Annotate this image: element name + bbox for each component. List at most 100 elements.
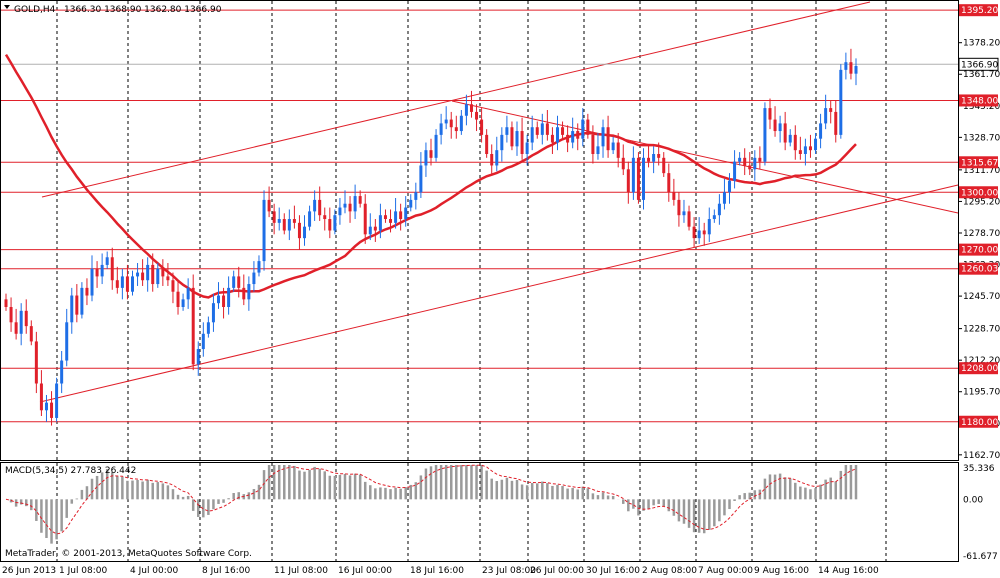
level-tag-label: 1348.00	[961, 96, 998, 106]
candle-body	[697, 230, 701, 239]
level-tag-label: 1180.00	[961, 418, 998, 428]
candle-body	[100, 264, 104, 277]
candle-body	[75, 295, 79, 315]
candle-body	[601, 127, 605, 147]
current-price-tag	[958, 57, 999, 71]
candle-body	[353, 196, 357, 212]
candle-body	[308, 211, 312, 227]
candle-body	[29, 326, 33, 342]
candle-body	[90, 268, 94, 296]
candle-body	[469, 104, 473, 112]
x-tick-label: 26 Jun 2013	[2, 566, 56, 576]
candle-body	[733, 161, 737, 181]
y-tick-label: 1162.70	[963, 451, 1000, 461]
candle-body	[758, 157, 762, 162]
candle-body	[303, 226, 307, 239]
candle-body	[717, 203, 721, 216]
candle-body	[136, 272, 140, 277]
candle-body	[530, 127, 534, 143]
candle-body	[151, 264, 155, 285]
candle-body	[262, 199, 266, 262]
candle-body	[211, 303, 215, 323]
candle-body	[702, 230, 706, 235]
candle-body	[232, 276, 236, 288]
candle-body	[748, 165, 752, 170]
candle-body	[849, 62, 853, 74]
candle-body	[237, 276, 241, 288]
x-tick-label: 16 Jul 00:00	[338, 566, 392, 576]
level-tag	[959, 415, 998, 428]
trendline[interactable]	[451, 100, 959, 214]
candle-body	[687, 211, 691, 227]
candle-body	[459, 115, 463, 132]
candle-body	[378, 215, 382, 231]
candle-body	[550, 134, 554, 143]
candle-body	[581, 119, 585, 139]
level-tag-label: 1208.00	[961, 364, 998, 374]
candle-body	[808, 146, 812, 151]
candle-body	[657, 154, 661, 158]
collapse-triangle-icon[interactable]	[4, 5, 10, 9]
candle-body	[606, 127, 610, 151]
candle-body	[328, 219, 332, 231]
candle-body	[272, 211, 276, 223]
candle-body	[520, 131, 524, 154]
y-tick-label: 1195.70	[963, 388, 1000, 398]
candle-body	[662, 157, 666, 174]
level-tag	[959, 94, 998, 107]
candlesticks	[4, 48, 858, 426]
level-tag-label: 1260.03	[961, 265, 998, 275]
candle-body	[217, 295, 220, 304]
candle-body	[176, 291, 180, 307]
candle-body	[282, 219, 286, 231]
trendline[interactable]	[41, 1, 871, 198]
candle-body	[70, 295, 74, 323]
candle-body	[728, 180, 732, 193]
candle-body	[631, 157, 635, 193]
candle-body	[500, 134, 504, 151]
candle-body	[743, 157, 747, 166]
candle-body	[292, 219, 296, 223]
candle-body	[181, 299, 185, 307]
level-tag	[959, 243, 998, 256]
copyright-text: MetaTrader, © 2001-2013, MetaQuotes Soft…	[5, 549, 252, 559]
time-axis: 26 Jun 2013 1 Jul 08:00 4 Jul 00:00 8 Jul 1…	[2, 566, 879, 576]
candle-body	[738, 157, 742, 162]
horizontal-levels	[1, 9, 958, 423]
x-tick-label: 7 Aug 00:00	[698, 566, 753, 576]
candle-body	[667, 173, 671, 193]
candle-body	[545, 123, 549, 135]
candle-body	[196, 349, 200, 365]
candle-body	[540, 123, 544, 135]
level-tag	[959, 156, 998, 169]
moving-average-line	[4, 53, 857, 299]
candle-body	[763, 108, 767, 162]
macd-axis: 35.336 0.00 -61.677	[963, 464, 998, 562]
candle-body	[642, 157, 645, 200]
x-tick-label: 4 Jul 00:00	[130, 566, 179, 576]
vertical-gridlines	[56, 1, 887, 561]
candle-body	[707, 219, 711, 235]
candle-body	[616, 142, 620, 158]
level-tag	[959, 262, 998, 275]
candle-body	[814, 138, 818, 151]
candle-body	[130, 276, 134, 292]
candle-body	[636, 157, 640, 200]
candle-body	[773, 119, 777, 132]
candle-body	[297, 222, 301, 239]
x-tick-label: 9 Aug 16:00	[754, 566, 809, 576]
candle-body	[267, 199, 271, 212]
candle-body	[854, 66, 858, 74]
candle-body	[803, 146, 807, 154]
level-tag-label: 1300.00	[961, 188, 998, 198]
candle-body	[485, 134, 489, 154]
candle-body	[596, 146, 600, 154]
candle-body	[333, 215, 337, 231]
candle-body	[788, 134, 792, 143]
x-tick-label: 1 Jul 08:00	[59, 566, 108, 576]
candle-body	[191, 287, 195, 365]
candle-body	[368, 226, 372, 235]
candle-body	[373, 226, 377, 231]
